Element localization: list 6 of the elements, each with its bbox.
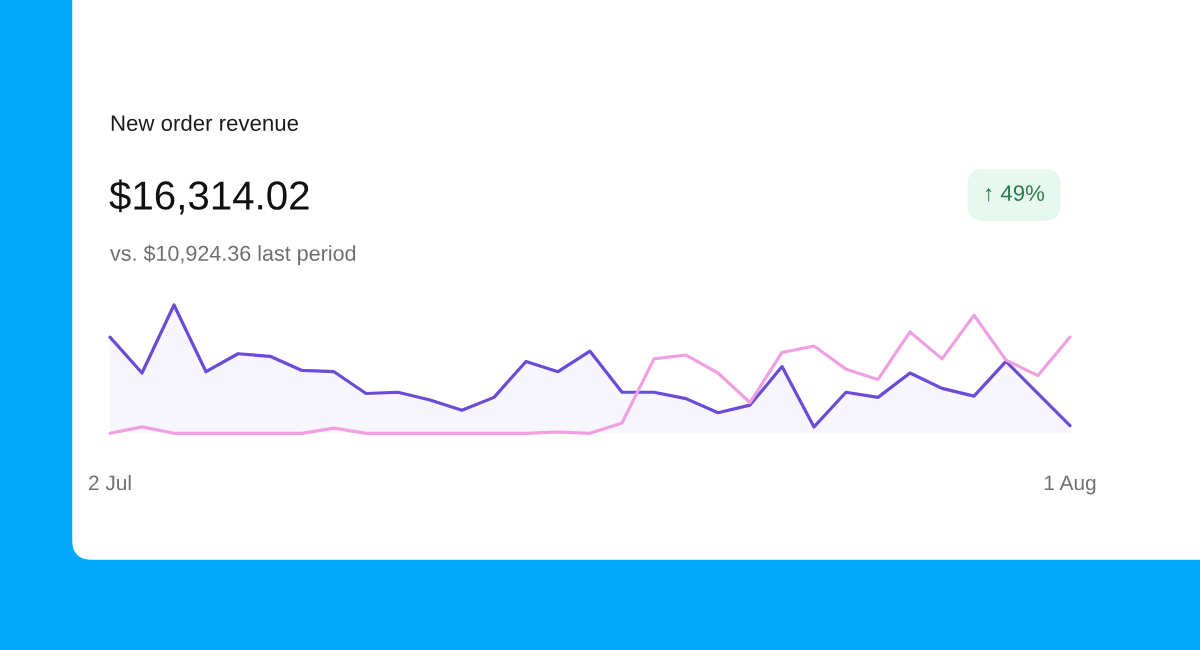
chart-title: New order revenue [111, 114, 298, 131]
x-tick-label: 1 Aug [1044, 475, 1096, 495]
chart-subtitle: $16,314.02 [109, 179, 309, 215]
text: ↑ 49% [986, 185, 1045, 202]
text: vs. $10,924.36 last period [110, 244, 356, 266]
x-tick-label: 2 Jul [89, 474, 131, 491]
